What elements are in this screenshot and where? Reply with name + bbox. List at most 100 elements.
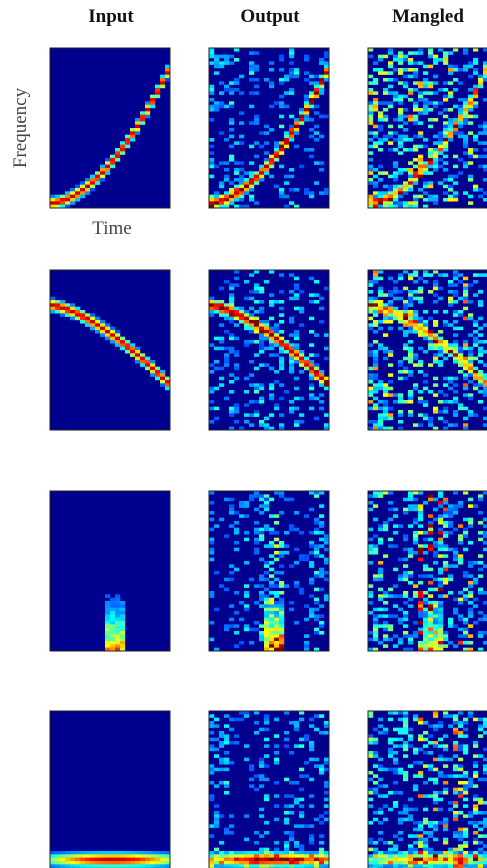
spectrogram-cell: [443, 568, 448, 572]
spectrogram-cell: [214, 748, 219, 752]
spectrogram-cell: [443, 828, 448, 832]
spectrogram-cell: [274, 101, 279, 105]
spectrogram-cell: [244, 561, 249, 565]
spectrogram-cell: [214, 310, 219, 314]
spectrogram-cell: [443, 511, 448, 515]
spectrogram-cell: [408, 393, 413, 397]
spectrogram-cell: [458, 711, 463, 715]
spectrogram-cell: [453, 558, 458, 562]
spectrogram-cell: [209, 824, 214, 828]
spectrogram-cell: [110, 618, 115, 622]
spectrogram-cell: [264, 78, 269, 82]
spectrogram-cell: [463, 317, 468, 321]
spectrogram-cell: [314, 377, 319, 381]
spectrogram-cell: [373, 387, 378, 391]
spectrogram-cell: [229, 181, 234, 185]
spectrogram-cell: [438, 531, 443, 535]
spectrogram-cell: [453, 175, 458, 179]
spectrogram-cell: [373, 578, 378, 582]
spectrogram-cell: [209, 407, 214, 411]
spectrogram-cell: [259, 383, 264, 387]
spectrogram-cell: [259, 307, 264, 311]
spectrogram-cell: [259, 423, 264, 427]
spectrogram-cell: [249, 423, 254, 427]
spectrogram-cell: [264, 644, 269, 648]
spectrogram-cell: [125, 145, 130, 149]
spectrogram-cell: [214, 360, 219, 364]
spectrogram-cell: [443, 135, 448, 139]
spectrogram-cell: [453, 791, 458, 795]
spectrogram-cell: [140, 353, 145, 357]
spectrogram-cell: [423, 400, 428, 404]
spectrogram-cell: [254, 320, 259, 324]
spectrogram-cell: [373, 280, 378, 284]
spectrogram-cell: [413, 280, 418, 284]
spectrogram-cell: [468, 581, 473, 585]
spectrogram-cell: [468, 353, 473, 357]
spectrogram-cell: [244, 420, 249, 424]
spectrogram-cell: [373, 108, 378, 112]
spectrogram-cell: [304, 108, 309, 112]
spectrogram-cell: [428, 108, 433, 112]
spectrogram-cell: [284, 347, 289, 351]
spectrogram-cell: [319, 307, 324, 311]
spectrogram-cell: [428, 751, 433, 755]
spectrogram-cell: [80, 188, 85, 192]
spectrogram-cell: [324, 333, 329, 337]
spectrogram-cell: [279, 350, 284, 354]
spectrogram-cell: [234, 367, 239, 371]
spectrogram-cell: [463, 618, 468, 622]
spectrogram-cell: [70, 313, 75, 317]
spectrogram-cell: [438, 347, 443, 351]
spectrogram-cell: [443, 383, 448, 387]
spectrogram-cell: [165, 383, 170, 387]
spectrogram-cell: [403, 313, 408, 317]
spectrogram-cell: [209, 858, 214, 862]
spectrogram-cell: [324, 548, 329, 552]
spectrogram-cell: [209, 145, 214, 149]
spectrogram-cell: [388, 711, 393, 715]
spectrogram-cell: [468, 594, 473, 598]
spectrogram-cell: [388, 754, 393, 758]
spectrogram-cell: [378, 417, 383, 421]
spectrogram-cell: [373, 551, 378, 555]
spectrogram-cell: [324, 541, 329, 545]
spectrogram-cell: [274, 337, 279, 341]
spectrogram-cell: [110, 854, 115, 858]
spectrogram-cell: [289, 601, 294, 605]
spectrogram-cell: [209, 548, 214, 552]
spectrogram-cell: [259, 604, 264, 608]
spectrogram-cell: [433, 75, 438, 79]
spectrogram-cell: [378, 68, 383, 72]
spectrogram-cell: [259, 175, 264, 179]
spectrogram-cell: [269, 638, 274, 642]
spectrogram-cell: [478, 561, 483, 565]
spectrogram-cell: [259, 834, 264, 838]
spectrogram-cell: [269, 343, 274, 347]
spectrogram-cell: [105, 601, 110, 605]
spectrogram-cell: [289, 115, 294, 119]
spectrogram-cell: [319, 621, 324, 625]
spectrogram-cell: [269, 158, 274, 162]
spectrogram-cell: [463, 588, 468, 592]
spectrogram-cell: [388, 518, 393, 522]
spectrogram-cell: [383, 185, 388, 189]
spectrogram-cell: [284, 131, 289, 135]
spectrogram-cell: [120, 644, 125, 648]
spectrogram-cell: [219, 198, 224, 202]
spectrogram-cell: [438, 491, 443, 495]
spectrogram-cell: [284, 731, 289, 735]
spectrogram-cell: [304, 360, 309, 364]
spectrogram-cell: [393, 801, 398, 805]
spectrogram-cell: [314, 531, 319, 535]
spectrogram-cell: [284, 141, 289, 145]
spectrogram-cell: [468, 811, 473, 815]
spectrogram-cell: [274, 604, 279, 608]
spectrogram-cell: [224, 330, 229, 334]
spectrogram-cell: [254, 121, 259, 125]
spectrogram-cell: [438, 738, 443, 742]
spectrogram-cell: [279, 383, 284, 387]
spectrogram-cell: [289, 811, 294, 815]
spectrogram-cell: [150, 95, 155, 99]
spectrogram-cell: [458, 135, 463, 139]
